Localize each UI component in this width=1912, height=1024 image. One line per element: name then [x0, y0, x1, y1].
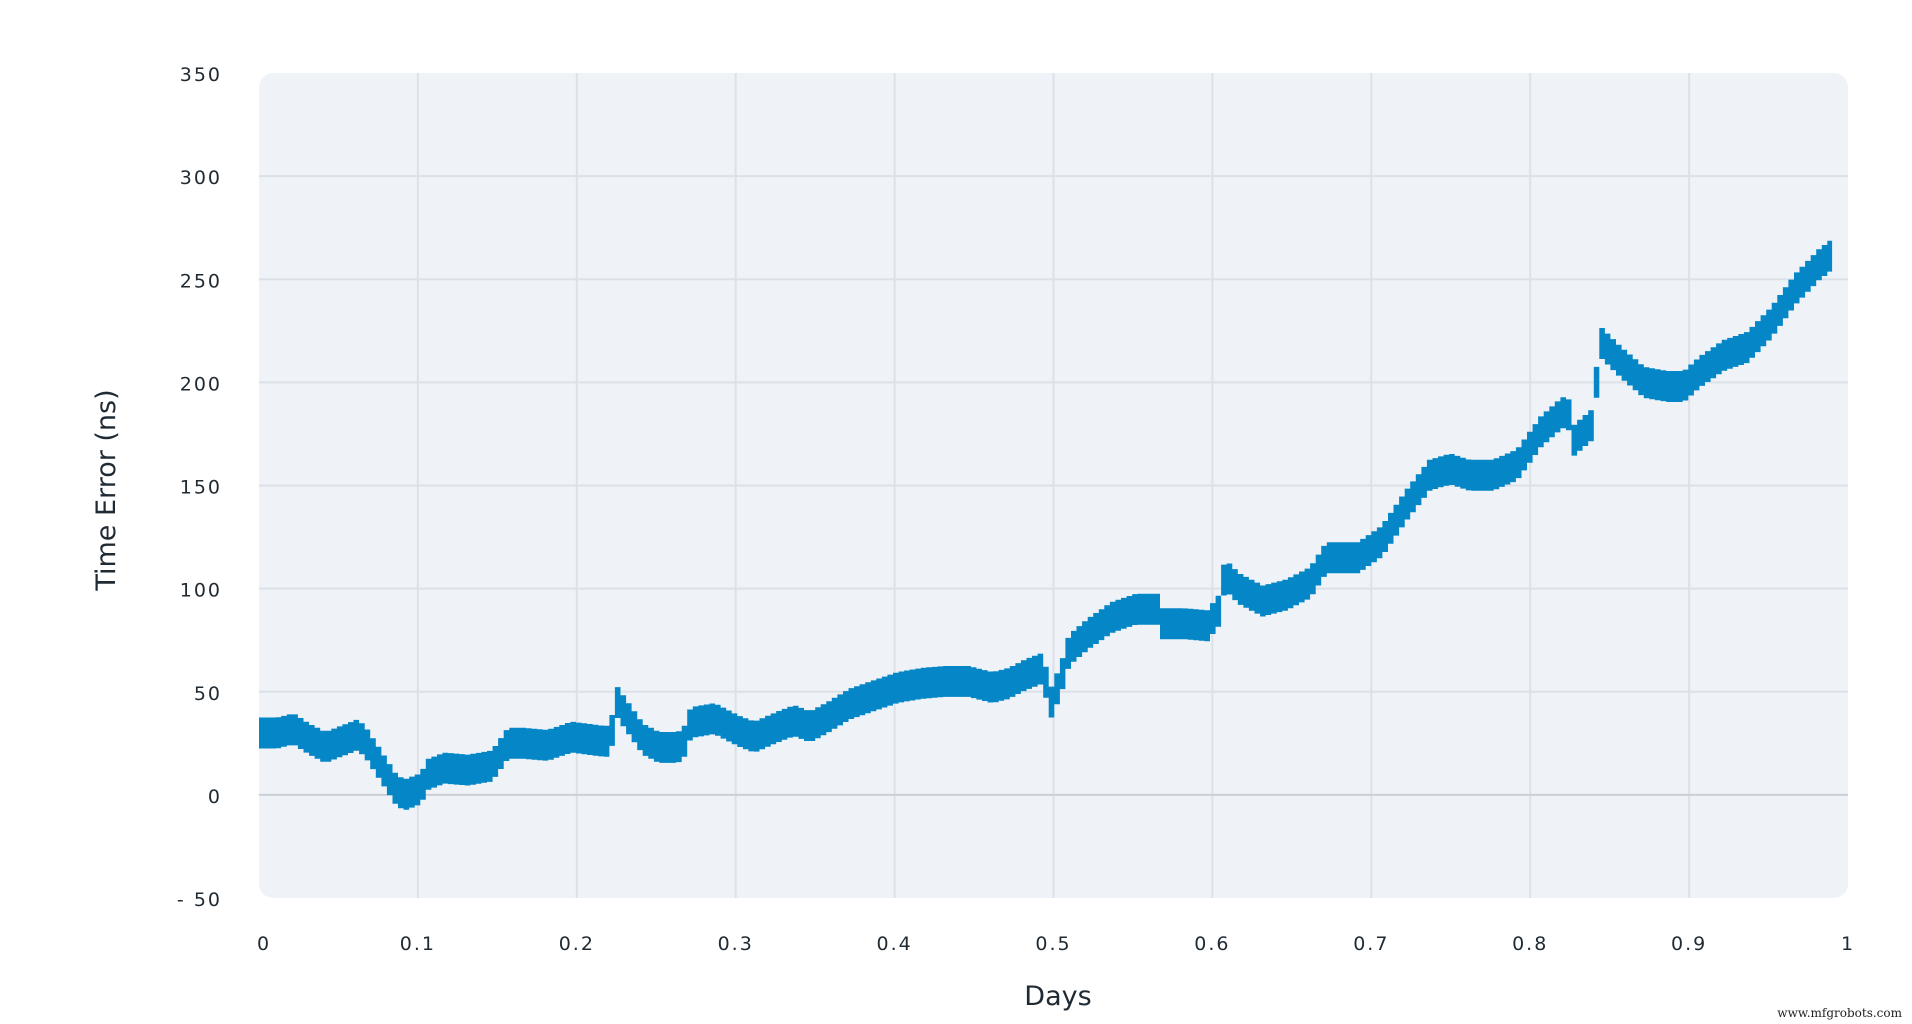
y-axis-title: Time Error (ns) [91, 389, 122, 591]
y-tick-label: 100 [180, 580, 222, 602]
y-tick-label: - 50 [177, 889, 222, 911]
watermark: www.mfgrobots.com [1777, 1006, 1902, 1020]
y-axis-ticks: 350 300 250 200 150 100 50 0 - 50 [177, 64, 222, 911]
time-error-band [259, 240, 1833, 810]
y-tick-label: 150 [180, 477, 222, 499]
x-tick-label: 0.2 [559, 933, 595, 955]
x-tick-label: 0.7 [1353, 933, 1389, 955]
y-tick-label: 300 [180, 167, 222, 189]
y-tick-label: 250 [180, 270, 222, 292]
x-tick-label: 0.5 [1035, 933, 1071, 955]
x-tick-label: 0.6 [1194, 933, 1230, 955]
y-tick-label: 50 [194, 683, 222, 705]
x-tick-label: 0.8 [1512, 933, 1548, 955]
x-axis-title: Days [1024, 981, 1091, 1012]
x-tick-label: 0.1 [400, 933, 436, 955]
y-tick-label: 200 [180, 373, 222, 395]
x-tick-label: 1 [1841, 933, 1855, 955]
x-tick-label: 0.4 [876, 933, 912, 955]
time-error-series [259, 240, 1833, 810]
x-tick-label: 0.3 [718, 933, 754, 955]
x-axis-ticks: 0 0.1 0.2 0.3 0.4 0.5 0.6 0.7 0.8 0.9 1 [257, 933, 1855, 955]
x-tick-label: 0.9 [1671, 933, 1707, 955]
gridlines [259, 73, 1848, 898]
y-tick-label: 0 [208, 786, 222, 808]
y-tick-label: 350 [180, 64, 222, 86]
x-tick-label: 0 [257, 933, 271, 955]
